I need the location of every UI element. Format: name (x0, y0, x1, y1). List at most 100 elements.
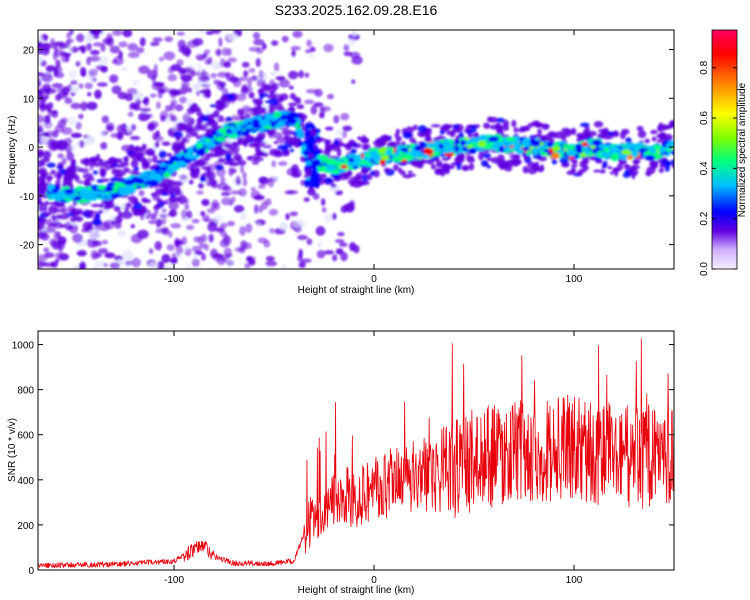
spectrogram-band-cell (321, 173, 327, 179)
spectrogram-band-cell (370, 170, 376, 176)
spectrogram-band-cell (522, 165, 529, 174)
spectrogram-noise-cell (291, 49, 296, 57)
spectrogram-band-cell (269, 148, 280, 157)
spectrogram-noise-cell (222, 185, 232, 192)
spectrogram-noise-cell (292, 30, 303, 38)
spectrogram-ridge-cell (147, 173, 159, 180)
spectrogram-band-cell (478, 152, 484, 161)
spectrogram-band-cell (206, 113, 217, 119)
spectrogram-noise-cell (91, 240, 103, 247)
spectrogram-noise-cell (66, 38, 75, 43)
spectrogram-ridge-cell (442, 141, 452, 148)
spectrogram-band-cell (188, 179, 194, 185)
spectrogram-noise-cell (148, 248, 154, 255)
spectrogram-ridge-cell (567, 150, 577, 157)
spectrogram-noise-cell (89, 165, 94, 171)
spectrogram-band-cell (206, 152, 216, 158)
spectrogram-band-cell (495, 124, 504, 132)
spectrogram-noise-cell (228, 201, 234, 206)
spectrogram-band-cell (156, 198, 163, 203)
spectrogram-noise-cell (227, 57, 238, 63)
snr-y-tick-label: 200 (17, 521, 34, 532)
spectrogram-band-cell (40, 186, 48, 192)
spectrogram-noise-cell (104, 252, 116, 259)
spectrogram-noise-cell (210, 61, 222, 70)
spectrogram-noise-cell (343, 44, 350, 52)
spectrogram-band-cell (430, 164, 437, 170)
spectrogram-band-cell (412, 124, 418, 131)
spectrogram-band-cell (113, 205, 121, 212)
spectrogram-noise-cell (80, 66, 87, 77)
spectrogram-noise-cell (298, 248, 303, 259)
spectrogram-x-tick-label: -100 (164, 274, 184, 285)
spectrogram-band-cell (354, 175, 362, 182)
snr-x-ticks: -100 0 100 (164, 331, 583, 586)
spectrogram-ridge-cell (195, 149, 206, 156)
spectrogram-noise-cell (253, 32, 261, 40)
colorbar-label: Normalized spectral amplitude (737, 82, 748, 217)
spectrogram-noise-cell (245, 223, 253, 233)
spectrogram-noise-cell (54, 72, 65, 79)
spectrogram-band-cell (248, 91, 255, 99)
spectrogram-ridge-cell (104, 186, 114, 192)
spectrogram-noise-cell (186, 67, 194, 73)
colorbar-tick-label: 0.0 (699, 262, 710, 276)
spectrogram-noise-cell (70, 80, 78, 86)
spectrogram-band-cell (259, 93, 264, 100)
spectrogram-band-cell (649, 160, 659, 168)
spectrogram-ridge-cell (498, 146, 506, 153)
spectrogram-ridge-cell (313, 180, 320, 189)
spectrogram-band-cell (141, 143, 147, 150)
spectrogram-band-cell (482, 152, 492, 159)
spectrogram-noise-cell (323, 250, 335, 255)
colorbar-tick-label: 0.6 (699, 111, 710, 125)
spectrogram-noise-cell (233, 204, 245, 213)
spectrogram-y-tick-label: 10 (23, 94, 35, 105)
spectrogram-band-cell (527, 167, 538, 175)
spectrogram-ridge-cell (251, 123, 262, 129)
spectrogram-band-cell (446, 130, 452, 136)
spectrogram-noise-cell (131, 79, 141, 86)
spectrogram-band-cell (100, 178, 110, 183)
spectrogram-noise-cell (156, 223, 161, 228)
spectrogram-ridge-cell (315, 135, 321, 141)
colorbar-frame (711, 29, 738, 270)
spectrogram-noise-cell (78, 83, 84, 89)
spectrogram-band-cell (323, 148, 331, 155)
spectrogram-noise-cell (257, 184, 266, 189)
spectrogram-band-cell (480, 160, 489, 167)
spectrogram-noise-cell (214, 202, 221, 211)
spectrogram-noise-cell (80, 101, 88, 111)
spectrogram-noise-cell (38, 49, 43, 55)
spectrogram-noise-cell (258, 177, 270, 185)
spectrogram-noise-cell (94, 89, 102, 100)
spectrogram-band-cell (372, 141, 380, 145)
spectrogram-band-cell (612, 167, 618, 172)
spectrogram-band-cell (237, 108, 245, 116)
spectrogram-ridge-cell (523, 146, 530, 151)
spectrogram-band-cell (486, 116, 494, 123)
spectrogram-band-cell (39, 178, 46, 186)
spectrogram-ridge-cell (295, 128, 304, 135)
spectrogram-band-cell (208, 118, 216, 124)
spectrogram-ridge-cell (169, 155, 180, 162)
spectrogram-noise-cell (238, 188, 247, 197)
spectrogram-noise-cell (239, 76, 248, 82)
spectrogram-band-cell (100, 169, 106, 173)
spectrogram-noise-cell (275, 76, 286, 81)
spectrogram-band-cell (209, 104, 217, 108)
spectrogram-noise-cell (303, 99, 315, 105)
spectrogram-band-cell (440, 168, 446, 177)
spectrogram-band-cell (336, 148, 342, 154)
spectrogram-noise-cell (246, 76, 253, 87)
spectrogram-noise-cell (54, 124, 65, 133)
spectrogram-noise-cell (235, 179, 242, 186)
spectrogram-band-cell (175, 144, 181, 150)
spectrogram-noise-cell (42, 150, 52, 160)
spectrogram-noise-cell (204, 217, 210, 223)
spectrogram-band-cell (625, 137, 632, 144)
spectrogram-ridge-cell (379, 159, 386, 165)
spectrogram-noise-cell (129, 135, 141, 141)
spectrogram-band-cell (95, 212, 101, 220)
spectrogram-noise-cell (240, 87, 250, 95)
